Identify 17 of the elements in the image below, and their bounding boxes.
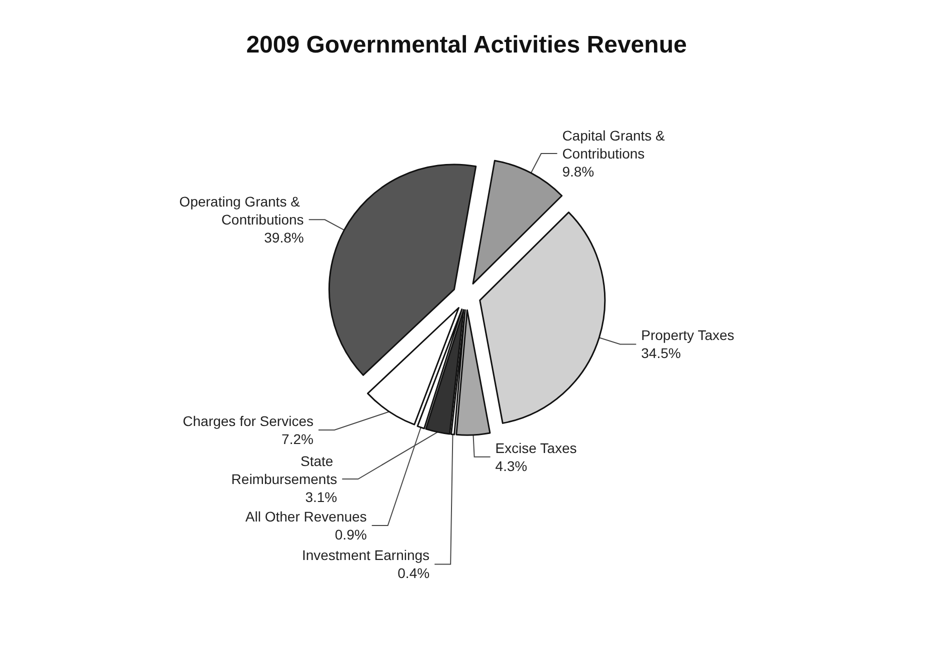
data-label: 4.3% [495,458,528,474]
slice-label: All Other Revenues [245,508,367,525]
slice-label: Investment Earnings [302,547,430,564]
slice-label: Excise Taxes [495,440,577,456]
data-label: 9.8% [562,163,594,180]
data-label: 34.5% [641,345,681,362]
slice-label: State Reimbursements [231,453,338,488]
chart-title: 2009 Governmental Activities Revenue [246,32,687,58]
slice-label: Capital Grants & Contributions [562,127,669,162]
slice-label: Operating Grants & Contributions [179,194,304,228]
data-label: 0.4% [398,565,430,582]
slice-label: Property Taxes [641,327,734,344]
data-label: 3.1% [305,489,338,506]
data-label: 39.8% [264,230,304,246]
data-label: 0.9% [334,526,367,543]
slice-label: Charges for Services [182,412,314,429]
data-label: 7.2% [282,430,314,447]
